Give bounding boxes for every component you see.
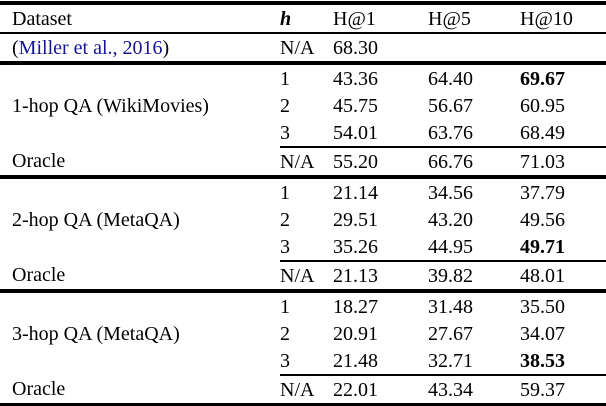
table-header-row: Dataset h H@1 H@5 H@10 (0, 1, 606, 34)
hits10-cell: 37.79 (520, 181, 565, 204)
hits5-cell: 34.56 (428, 181, 473, 204)
hits10-cell-empty (520, 33, 606, 65)
hits5-cell: 44.95 (428, 233, 520, 262)
paren-open: ( (12, 36, 19, 59)
hits5-cell: 64.40 (428, 67, 473, 90)
oracle-row: Oracle N/A 55.20 66.76 71.03 (0, 147, 606, 179)
hits5-cell: 39.82 (428, 261, 520, 293)
hits5-cell: 43.34 (428, 375, 520, 406)
hits5-cell: 66.76 (428, 147, 520, 179)
col-header-hits5: H@5 (428, 1, 520, 34)
col-header-hits10: H@10 (520, 1, 606, 34)
table-row: 2 29.51 43.20 49.56 (0, 206, 606, 233)
h-cell: N/A (280, 261, 333, 293)
col-header-h: h (280, 1, 333, 34)
h-cell: 2 (280, 322, 290, 345)
oracle-label: Oracle (0, 147, 280, 179)
hits10-cell: 71.03 (520, 147, 606, 179)
hits5-cell: 32.71 (428, 347, 520, 376)
table-row: 3-hop QA (MetaQA) 1 18.27 31.48 35.50 (0, 291, 606, 345)
h-cell: 3 (280, 233, 333, 262)
col-header-dataset: Dataset (0, 1, 280, 34)
dataset-group-label: 2-hop QA (MetaQA) (12, 209, 180, 231)
hits10-cell-best: 38.53 (520, 347, 606, 376)
h-cell: 3 (280, 119, 333, 148)
hits10-cell: 60.95 (520, 94, 565, 117)
oracle-label: Oracle (0, 261, 280, 293)
hits1-cell: 43.36 (333, 67, 378, 90)
hits5-cell-empty (428, 33, 520, 65)
hits1-cell: 21.14 (333, 181, 378, 204)
hits10-cell-best: 49.71 (520, 233, 606, 262)
oracle-label: Oracle (0, 375, 280, 406)
h-cell: 3 (280, 347, 333, 376)
h-cell: N/A (280, 375, 333, 406)
table-row: 3 21.48 32.71 38.53 (0, 347, 606, 376)
baseline-row: (Miller et al., 2016) N/A 68.30 (0, 33, 606, 65)
hits10-cell-best: 69.67 (520, 67, 565, 90)
table-row: 2 20.91 27.67 34.07 (0, 320, 606, 347)
dataset-group-label: 1-hop QA (WikiMovies) (12, 95, 209, 117)
oracle-row: Oracle N/A 22.01 43.34 59.37 (0, 375, 606, 406)
hits1-cell: 21.13 (333, 261, 428, 293)
table-row: 3 54.01 63.76 68.49 (0, 119, 606, 148)
hits1-cell: 18.27 (333, 295, 378, 318)
table-row: 1-hop QA (WikiMovies) 1 43.36 64.40 69.6… (0, 63, 606, 117)
h-cell: 2 (280, 208, 290, 231)
hits5-cell: 56.67 (428, 94, 473, 117)
hits1-cell: 21.48 (333, 347, 428, 376)
hits1-cell: 54.01 (333, 119, 428, 148)
dataset-group-label: 3-hop QA (MetaQA) (12, 323, 180, 345)
hits1-cell: 45.75 (333, 94, 378, 117)
citation-link[interactable]: Miller et al., 2016 (18, 36, 163, 59)
hits1-cell: 22.01 (333, 375, 428, 406)
paren-close: ) (162, 36, 170, 59)
hits10-cell: 49.56 (520, 208, 565, 231)
hits10-cell: 35.50 (520, 295, 565, 318)
table-row: 3 35.26 44.95 49.71 (0, 233, 606, 262)
baseline-citation-cell: (Miller et al., 2016) (0, 33, 280, 65)
hits10-cell: 34.07 (520, 322, 565, 345)
h-cell: 2 (280, 94, 290, 117)
h-cell: N/A (280, 33, 333, 65)
table-row: 2 45.75 56.67 60.95 (0, 92, 606, 119)
hits10-cell: 48.01 (520, 261, 606, 293)
h-cell: 1 (280, 67, 290, 90)
col-header-hits1: H@1 (333, 1, 428, 34)
hits1-cell: 29.51 (333, 208, 378, 231)
hits5-cell: 63.76 (428, 119, 520, 148)
h-cell: N/A (280, 147, 333, 179)
hits5-cell: 43.20 (428, 208, 473, 231)
hits10-cell: 59.37 (520, 375, 606, 406)
oracle-row: Oracle N/A 21.13 39.82 48.01 (0, 261, 606, 293)
hits5-cell: 27.67 (428, 322, 473, 345)
hits10-cell: 68.49 (520, 119, 606, 148)
hits1-cell: 35.26 (333, 233, 428, 262)
hits1-cell: 55.20 (333, 147, 428, 179)
hits1-cell: 20.91 (333, 322, 378, 345)
hits5-cell: 31.48 (428, 295, 473, 318)
h-cell: 1 (280, 295, 290, 318)
h-cell: 1 (280, 181, 290, 204)
table-row: 2-hop QA (MetaQA) 1 21.14 34.56 37.79 (0, 177, 606, 231)
hits1-cell: 68.30 (333, 33, 428, 65)
